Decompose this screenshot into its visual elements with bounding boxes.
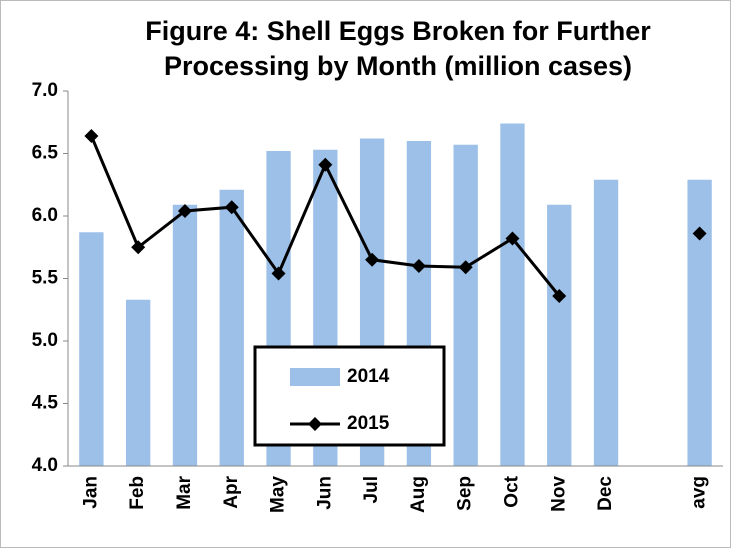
chart-title: Figure 4: Shell Eggs Broken for Further	[145, 16, 651, 46]
bar	[172, 204, 198, 466]
legend-label: 2015	[347, 413, 390, 434]
marker	[177, 204, 192, 218]
bar	[79, 232, 104, 466]
x-tick-label: Apr	[221, 475, 242, 508]
legend-box	[253, 345, 446, 447]
x-tick-label: Dec	[595, 476, 616, 511]
bar	[453, 144, 478, 466]
marker	[224, 200, 239, 215]
legend-label: 2014	[347, 366, 390, 387]
y-tick-label: 4.0	[32, 455, 58, 476]
chart-title: Processing by Month (million cases)	[164, 51, 632, 81]
marker	[318, 157, 333, 172]
marker	[411, 259, 426, 273]
bar	[219, 189, 244, 466]
y-tick-label: 6.0	[32, 205, 58, 226]
marker	[84, 129, 99, 143]
bar	[687, 179, 712, 466]
legend-marker	[308, 417, 322, 431]
x-tick-label: Jul	[361, 476, 382, 503]
legend-swatch	[290, 368, 340, 386]
x-tick-label: Aug	[408, 476, 429, 513]
x-tick-label: Nov	[548, 476, 569, 512]
x-tick-label: Sep	[455, 476, 476, 511]
x-tick-label: Jan	[80, 476, 101, 509]
marker	[505, 231, 520, 246]
marker	[692, 226, 707, 241]
marker	[271, 266, 286, 281]
bar	[593, 179, 619, 466]
y-tick-label: 7.0	[32, 80, 58, 101]
y-tick-label: 5.5	[32, 268, 59, 289]
legend: 2014 2015	[253, 345, 446, 447]
y-tick-label: 5.0	[32, 330, 58, 351]
x-tick-label: Oct	[501, 475, 522, 507]
x-tick-label: Jun	[314, 476, 335, 510]
bar	[500, 123, 525, 466]
marker	[458, 260, 473, 275]
marker	[365, 252, 380, 267]
x-tick-label: avg	[689, 476, 710, 509]
marker	[131, 240, 146, 255]
marker	[552, 289, 567, 303]
bar	[126, 299, 151, 466]
x-tick-label: Mar	[174, 475, 195, 509]
x-tick-label: May	[268, 476, 289, 513]
y-tick-label: 6.5	[32, 143, 59, 164]
y-tick-label: 4.5	[32, 393, 59, 414]
x-tick-label: Feb	[127, 476, 148, 510]
bar	[547, 204, 572, 466]
